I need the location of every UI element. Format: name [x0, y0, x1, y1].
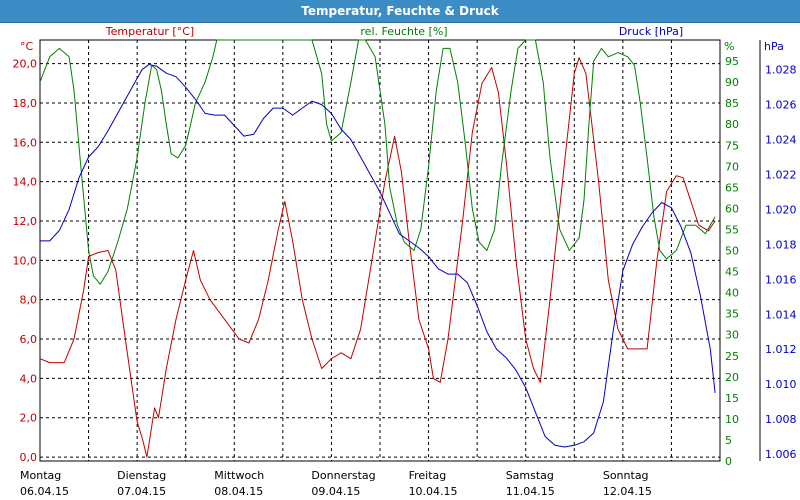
humidity-tick-11: 55 [725, 223, 739, 236]
x-day-label-2: Mittwoch [214, 469, 264, 482]
x-day-label-4: Freitag [409, 469, 447, 482]
humidity-tick-15: 75 [725, 139, 739, 152]
humidity-tick-1: 5 [725, 434, 732, 447]
humidity-tick-10: 50 [725, 245, 739, 258]
temperature-tick-4: 8,0 [20, 294, 38, 307]
x-date-label-4: 10.04.15 [409, 485, 458, 498]
pressure-axis-title: Druck [hPa] [619, 25, 683, 38]
pressure-tick-0: 1.006 [765, 448, 797, 461]
title-bar: Temperatur, Feuchte & Druck [0, 0, 800, 23]
humidity-tick-3: 15 [725, 392, 739, 405]
series-line-humidity [39, 39, 716, 285]
x-date-label-1: 07.04.15 [117, 485, 166, 498]
pressure-tick-1: 1.008 [765, 413, 797, 426]
x-day-label-3: Donnerstag [311, 469, 375, 482]
pressure-tick-5: 1.016 [765, 273, 797, 286]
grid [40, 40, 720, 461]
humidity-tick-13: 65 [725, 181, 739, 194]
humidity-axis-title: rel. Feuchte [%] [360, 25, 447, 38]
series-line-pressure [40, 64, 716, 448]
humidity-tick-19: 95 [725, 55, 739, 68]
pressure-tick-11: 1.028 [765, 64, 797, 77]
pressure-tick-labels: 1.006 1.008 1.010 1.012 1.014 1.016 1.018 1.020… [765, 64, 797, 461]
humidity-tick-labels: 0 5 10 15 20 25 30 35 40 45 50 55 60 65 70 75 80 85 90 95 [725, 55, 739, 468]
temperature-axis-title: Temperatur [°C] [105, 25, 194, 38]
pressure-tick-7: 1.020 [765, 203, 797, 216]
x-date-label-3: 09.04.15 [311, 485, 360, 498]
humidity-tick-9: 45 [725, 266, 739, 279]
temperature-tick-8: 16,0 [13, 136, 38, 149]
pressure-tick-8: 1.022 [765, 169, 797, 182]
humidity-tick-5: 25 [725, 350, 739, 363]
pressure-tick-9: 1.024 [765, 134, 797, 147]
humidity-tick-16: 80 [725, 118, 739, 131]
humidity-tick-6: 30 [725, 329, 739, 342]
humidity-tick-12: 60 [725, 202, 739, 215]
temperature-tick-labels: 0,0 2,0 4,0 6,0 8,0 10,0 12,0 14,0 16,0 18,0 20,0 [13, 58, 38, 464]
x-date-label-2: 08.04.15 [214, 485, 263, 498]
temperature-tick-2: 4,0 [20, 372, 38, 385]
temperature-tick-1: 2,0 [20, 412, 38, 425]
humidity-tick-0: 0 [725, 455, 732, 468]
series-lines [39, 39, 716, 458]
x-day-label-6: Sonntag [603, 469, 649, 482]
pressure-tick-10: 1.026 [765, 99, 797, 112]
x-tick-labels: Montag 06.04.15 Dienstag 07.04.15 Mittwoch 08… [20, 469, 652, 498]
humidity-tick-14: 70 [725, 160, 739, 173]
temperature-tick-3: 6,0 [20, 333, 38, 346]
x-day-label-5: Samstag [506, 469, 554, 482]
x-date-label-6: 12.04.15 [603, 485, 652, 498]
x-day-label-0: Montag [20, 469, 61, 482]
humidity-tick-18: 90 [725, 76, 739, 89]
humidity-unit-label: % [724, 40, 734, 53]
humidity-tick-7: 35 [725, 308, 739, 321]
plot-border [39, 39, 721, 462]
series-line-temperature [39, 57, 716, 458]
temperature-tick-0: 0,0 [20, 451, 38, 464]
humidity-tick-4: 20 [725, 371, 739, 384]
temperature-tick-9: 18,0 [13, 97, 38, 110]
chart-title: Temperatur, Feuchte & Druck [301, 4, 499, 18]
temperature-tick-7: 14,0 [13, 176, 38, 189]
pressure-tick-2: 1.010 [765, 378, 797, 391]
x-date-label-0: 06.04.15 [20, 485, 69, 498]
pressure-tick-6: 1.018 [765, 238, 797, 251]
temperature-tick-6: 12,0 [13, 215, 38, 228]
humidity-tick-8: 40 [725, 287, 739, 300]
humidity-tick-17: 85 [725, 97, 739, 110]
temperature-unit-label: °C [20, 40, 34, 53]
x-day-label-1: Dienstag [117, 469, 166, 482]
pressure-unit-label: hPa [764, 40, 784, 53]
humidity-tick-2: 10 [725, 413, 739, 426]
temperature-tick-10: 20,0 [13, 58, 38, 71]
pressure-tick-4: 1.014 [765, 308, 797, 321]
x-date-label-5: 11.04.15 [506, 485, 555, 498]
temperature-tick-5: 10,0 [13, 254, 38, 267]
pressure-tick-3: 1.012 [765, 343, 797, 356]
